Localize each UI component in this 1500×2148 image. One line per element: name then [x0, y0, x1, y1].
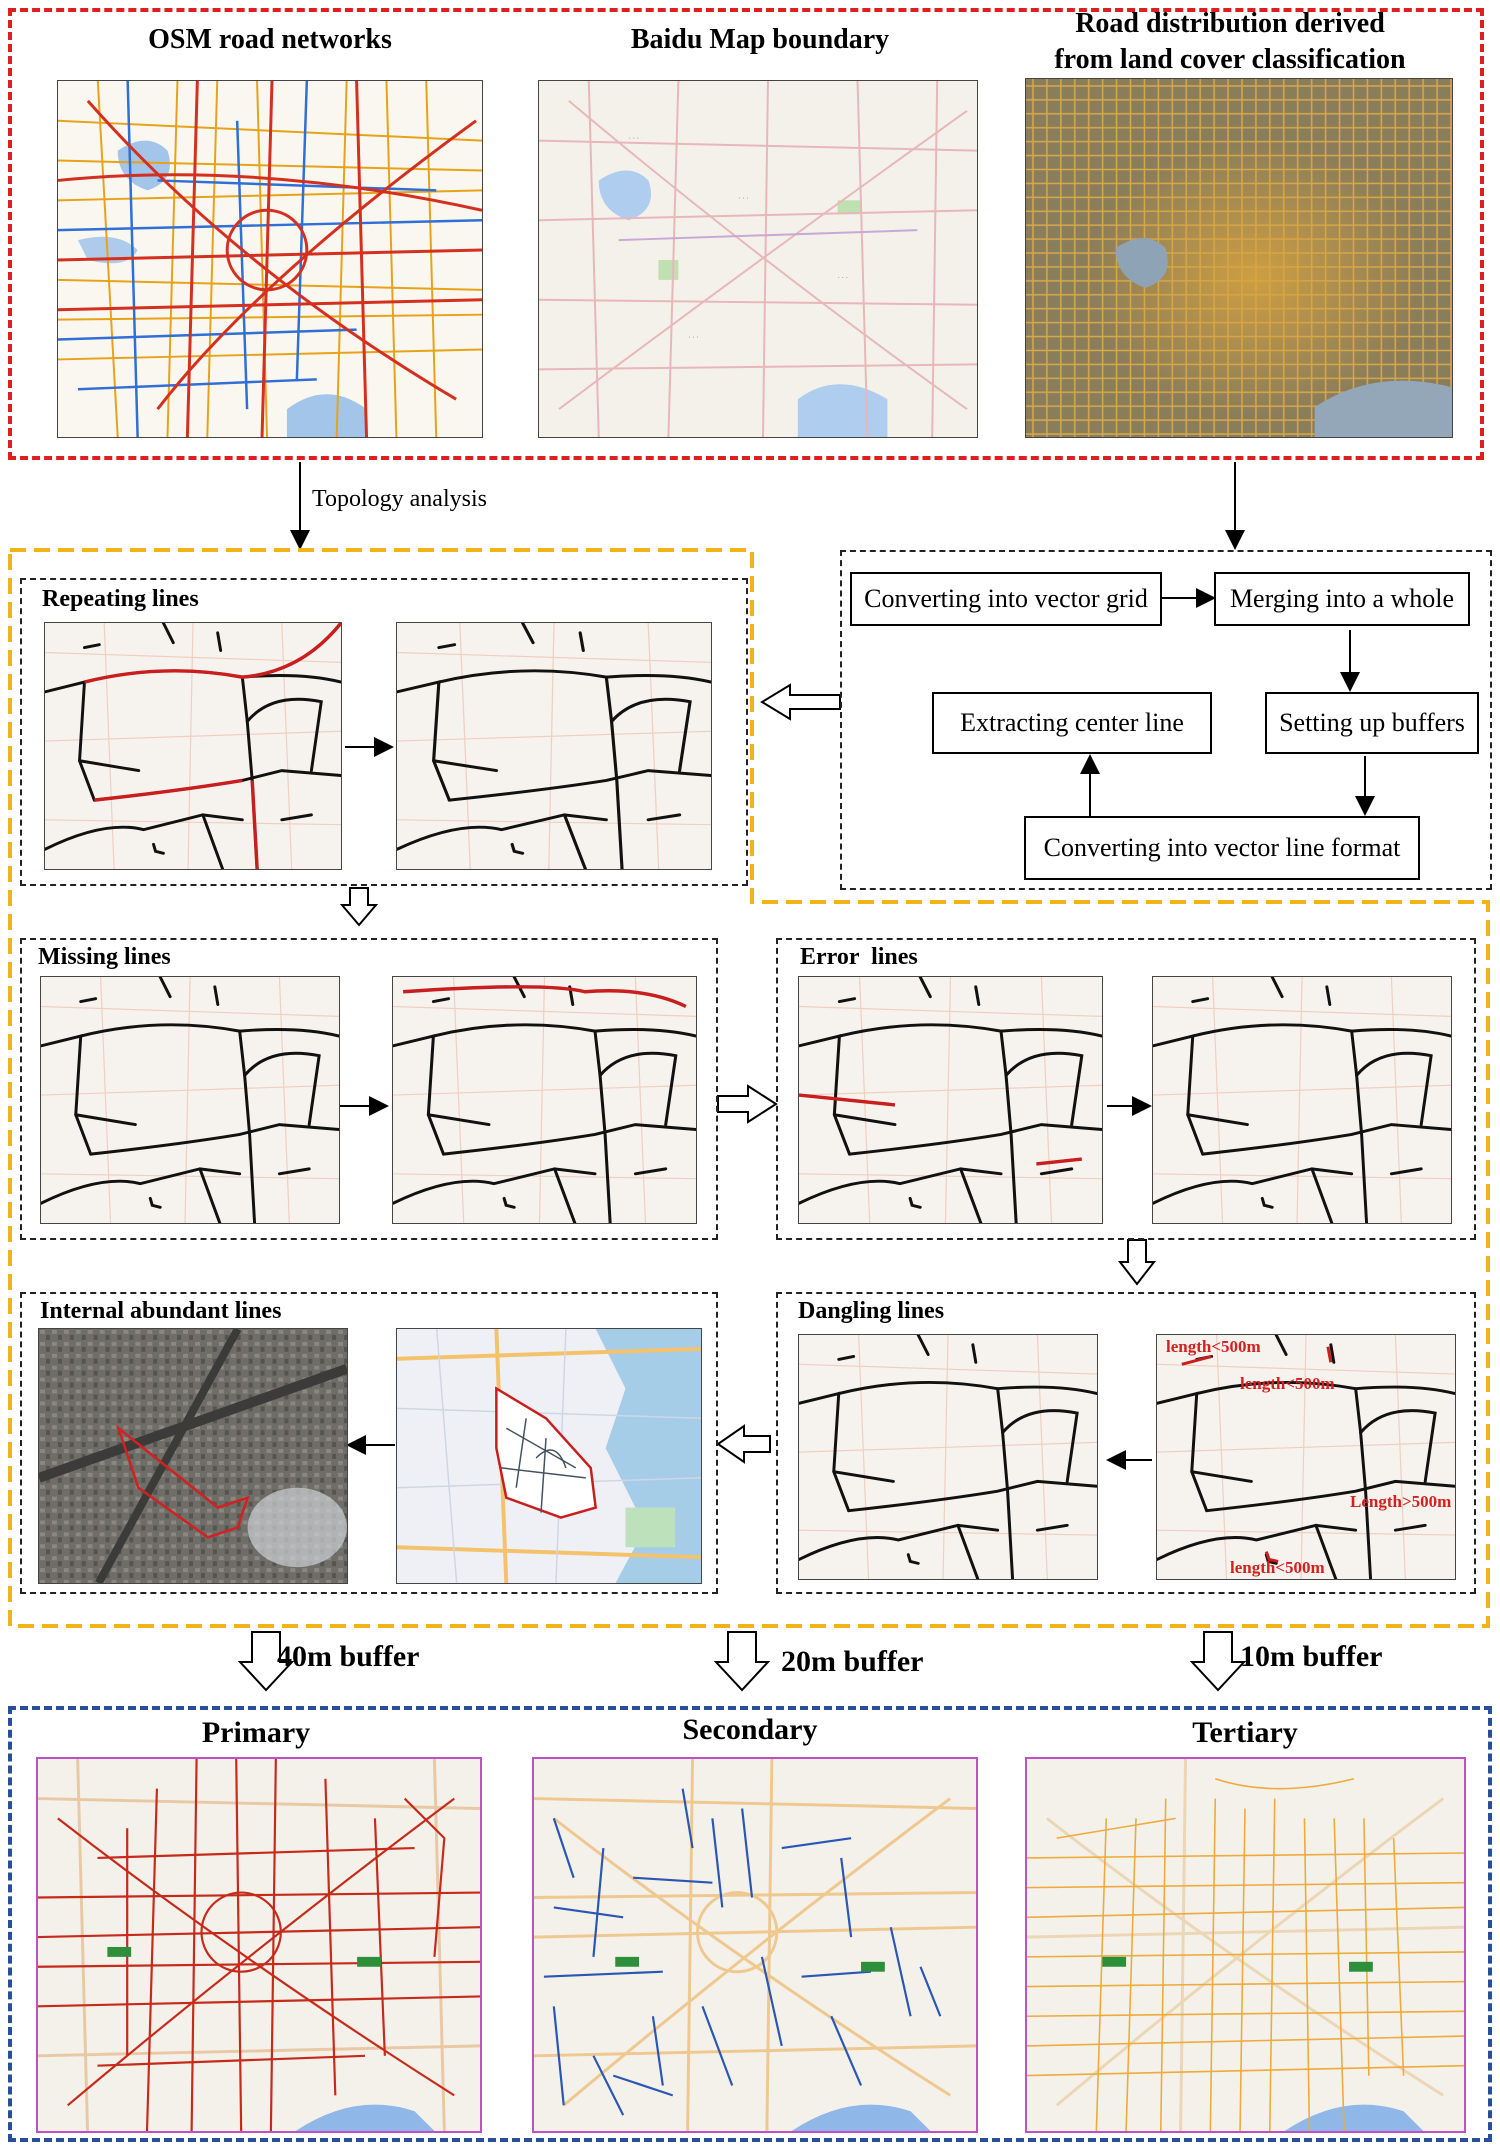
svg-text:· · ·: · · · — [738, 194, 748, 202]
land-cover-road-map — [1025, 78, 1453, 438]
repeating-lines-panel — [20, 578, 748, 886]
dangling-lines-panel — [776, 1292, 1476, 1594]
svg-text:· · ·: · · · — [838, 274, 848, 282]
dangling-lines-title: Dangling lines — [798, 1298, 945, 1324]
internal-street-map — [396, 1328, 702, 1584]
process-group — [840, 550, 1492, 890]
landcover-header-line1: Road distribution derived — [1075, 8, 1385, 39]
vector-line-box: Converting into vector line format — [1024, 816, 1420, 880]
baidu-map-boundary: · · · · · · · · · · · · — [538, 80, 978, 438]
secondary-tier-title: Secondary — [682, 1713, 818, 1746]
primary-road-map — [36, 1757, 482, 2133]
tertiary-road-map — [1025, 1757, 1466, 2133]
osm-road-network-map — [57, 80, 483, 438]
secondary-road-map — [532, 1757, 978, 2133]
baidu-header: Baidu Map boundary — [630, 24, 890, 55]
data-sources-group — [8, 8, 1484, 460]
dangling-after-map — [1156, 1334, 1456, 1580]
topology-analysis-label: Topology analysis — [312, 486, 487, 512]
missing-lines-panel — [20, 938, 718, 1240]
internal-satellite-map — [38, 1328, 348, 1584]
missing-lines-title: Missing lines — [38, 944, 171, 970]
error-lines-panel — [776, 938, 1476, 1240]
internal-lines-panel — [20, 1292, 718, 1594]
landcover-header-line2: from land cover classification — [1054, 44, 1406, 75]
svg-text:· · ·: · · · — [688, 334, 698, 342]
road-tiers-group — [8, 1706, 1492, 2142]
dangling-before-map — [798, 1334, 1098, 1580]
repeating-after-map — [396, 622, 712, 870]
svg-text:· · ·: · · · — [629, 135, 639, 143]
dangling-label-b: length<500m — [1240, 1374, 1335, 1393]
secondary-buffer-label: 20m buffer — [781, 1645, 924, 1678]
center-line-box: Extracting center line — [932, 692, 1212, 754]
primary-buffer-label: 40m buffer — [277, 1640, 420, 1673]
tertiary-buffer-label: 10m buffer — [1240, 1640, 1383, 1673]
merge-box: Merging into a whole — [1214, 572, 1470, 626]
missing-after-map — [392, 976, 697, 1224]
error-before-map — [798, 976, 1103, 1224]
convert-grid-box: Converting into vector grid — [850, 572, 1162, 626]
error-lines-title: Error lines — [800, 944, 918, 970]
missing-before-map — [40, 976, 340, 1224]
dangling-label-c: Length>500m — [1350, 1492, 1452, 1511]
dangling-label-d: length<500m — [1230, 1558, 1325, 1577]
tertiary-tier-title: Tertiary — [1192, 1716, 1298, 1749]
primary-tier-title: Primary — [201, 1716, 311, 1749]
error-after-map — [1152, 976, 1452, 1224]
osm-header: OSM road networks — [148, 24, 392, 55]
repeating-lines-title: Repeating lines — [42, 586, 199, 612]
buffers-box: Setting up buffers — [1265, 692, 1479, 754]
repeating-before-map — [44, 622, 342, 870]
internal-lines-title: Internal abundant lines — [40, 1298, 282, 1324]
dangling-label-a: length<500m — [1166, 1337, 1261, 1356]
